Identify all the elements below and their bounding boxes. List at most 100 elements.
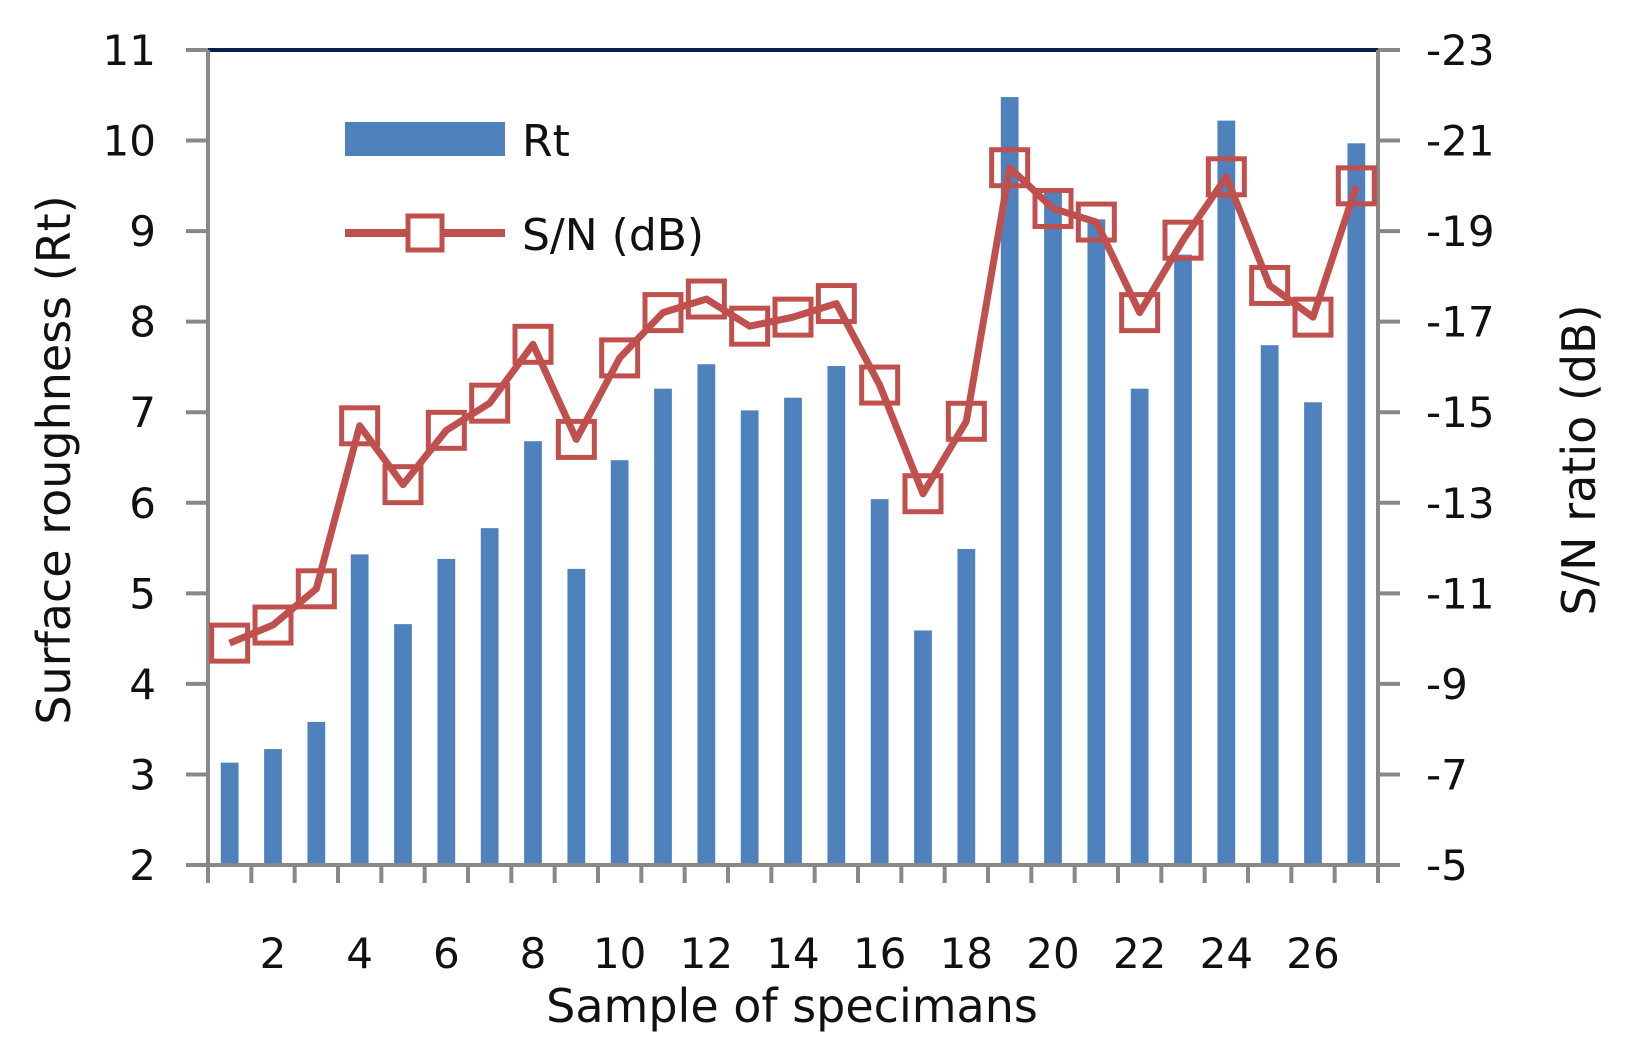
bar-rt-25 bbox=[1260, 345, 1279, 865]
bar-series-rt bbox=[220, 97, 1366, 866]
legend-label-rt: Rt bbox=[522, 116, 570, 167]
bar-rt-2 bbox=[264, 749, 282, 865]
sn-marker-4 bbox=[339, 405, 381, 447]
x-tick-label: 22 bbox=[1113, 929, 1166, 978]
bar-rt-8 bbox=[524, 441, 542, 865]
y2-axis-title: S/N ratio (dB) bbox=[1552, 304, 1606, 615]
x-tick-label: 4 bbox=[346, 929, 373, 978]
y-tick-label: 3 bbox=[129, 750, 156, 799]
bar-rt-20 bbox=[1044, 190, 1062, 866]
x-tick-label: 12 bbox=[680, 929, 733, 978]
y2-tick-label: -21 bbox=[1426, 117, 1495, 166]
sn-marker-3 bbox=[295, 568, 337, 610]
x-tick-label: 16 bbox=[853, 929, 906, 978]
bar-rt-19 bbox=[1000, 97, 1019, 866]
y-tick-label: 7 bbox=[129, 388, 156, 437]
y-axis-tick-labels: 2 3 4 5 6 7 8 9 10 11 bbox=[103, 26, 156, 890]
sn-marker-25 bbox=[1249, 264, 1291, 306]
sn-marker-26 bbox=[1292, 296, 1334, 338]
bar-rt-17 bbox=[914, 630, 932, 865]
bar-rt-16 bbox=[870, 499, 889, 865]
sn-marker-5 bbox=[382, 464, 424, 506]
line-series-sn bbox=[209, 147, 1377, 664]
sn-marker-10 bbox=[599, 337, 641, 379]
y-tick-label: 5 bbox=[129, 569, 156, 618]
sn-marker-22 bbox=[1119, 292, 1161, 334]
sn-marker-17 bbox=[902, 473, 944, 515]
bar-rt-18 bbox=[957, 548, 976, 865]
sn-marker-16 bbox=[859, 364, 901, 406]
y-tick-label: 2 bbox=[129, 841, 156, 890]
y2-tick-label: -5 bbox=[1426, 841, 1468, 890]
bar-rt-22 bbox=[1130, 388, 1149, 865]
axes bbox=[186, 48, 1400, 883]
bar-rt-7 bbox=[480, 528, 499, 865]
x-tick-label: 24 bbox=[1200, 929, 1253, 978]
y2-axis-tick-labels: -5 -7 -9 -11 -13 -15 -17 -19 -21 -23 bbox=[1426, 26, 1495, 890]
bar-rt-11 bbox=[654, 388, 672, 865]
bar-rt-10 bbox=[610, 460, 629, 865]
bar-rt-12 bbox=[697, 364, 716, 865]
bar-rt-3 bbox=[307, 721, 326, 865]
sn-marker-24 bbox=[1205, 156, 1247, 198]
x-axis-title: Sample of specimans bbox=[546, 979, 1038, 1033]
sn-marker-12 bbox=[685, 278, 727, 320]
bar-rt-1 bbox=[220, 762, 239, 865]
sn-marker-23 bbox=[1162, 219, 1204, 261]
bar-rt-9 bbox=[567, 568, 586, 865]
bar-rt-6 bbox=[437, 558, 456, 865]
sn-marker-7 bbox=[469, 382, 511, 424]
y2-tick-label: -13 bbox=[1426, 479, 1495, 528]
x-axis-tick-labels: 2 4 6 8 10 12 14 16 18 20 22 24 26 bbox=[260, 929, 1340, 978]
y-tick-label: 6 bbox=[129, 479, 156, 528]
sn-marker-18 bbox=[945, 400, 987, 442]
y-axis-title: Surface roughness (Rt) bbox=[27, 195, 81, 724]
y2-tick-label: -19 bbox=[1426, 207, 1495, 256]
x-tick-label: 26 bbox=[1286, 929, 1339, 978]
legend-label-sn: S/N (dB) bbox=[522, 210, 704, 261]
sn-marker-14 bbox=[772, 296, 814, 338]
bar-rt-23 bbox=[1174, 254, 1192, 866]
sn-marker-6 bbox=[425, 409, 467, 451]
sn-marker-9 bbox=[555, 418, 597, 460]
bar-rt-14 bbox=[784, 397, 802, 865]
bar-rt-21 bbox=[1087, 219, 1106, 866]
sn-marker-27 bbox=[1335, 165, 1377, 207]
y2-tick-label: -17 bbox=[1426, 298, 1495, 347]
sn-marker-2 bbox=[252, 604, 294, 646]
y2-tick-label: -7 bbox=[1426, 750, 1468, 799]
sn-marker-20 bbox=[1032, 187, 1074, 229]
sn-marker-11 bbox=[642, 292, 684, 334]
bar-rt-4 bbox=[350, 554, 369, 865]
x-tick-label: 10 bbox=[593, 929, 646, 978]
sn-marker-15 bbox=[815, 283, 857, 325]
sn-marker-8 bbox=[512, 323, 554, 365]
y2-tick-label: -23 bbox=[1426, 26, 1495, 75]
y-tick-label: 10 bbox=[103, 117, 156, 166]
bar-rt-26 bbox=[1304, 402, 1322, 865]
legend-swatch-rt bbox=[345, 122, 505, 156]
y-tick-label: 8 bbox=[129, 298, 156, 347]
legend-swatch-sn-marker bbox=[405, 213, 445, 253]
sn-marker-1 bbox=[209, 622, 251, 664]
x-tick-label: 14 bbox=[766, 929, 819, 978]
bar-rt-15 bbox=[827, 366, 846, 865]
y2-tick-label: -9 bbox=[1426, 660, 1468, 709]
y-tick-label: 9 bbox=[129, 207, 156, 256]
bar-rt-24 bbox=[1217, 120, 1236, 866]
x-tick-label: 8 bbox=[520, 929, 547, 978]
x-tick-label: 20 bbox=[1026, 929, 1079, 978]
bar-rt-5 bbox=[394, 624, 412, 865]
y2-tick-label: -11 bbox=[1426, 569, 1495, 618]
x-tick-label: 18 bbox=[940, 929, 993, 978]
y-tick-label: 4 bbox=[129, 660, 156, 709]
y2-tick-label: -15 bbox=[1426, 388, 1495, 437]
bar-rt-13 bbox=[740, 410, 759, 865]
sn-marker-21 bbox=[1075, 201, 1117, 243]
y-tick-label: 11 bbox=[103, 26, 156, 75]
sn-marker-13 bbox=[729, 305, 771, 347]
bar-rt-27 bbox=[1347, 143, 1366, 865]
sn-marker-19 bbox=[989, 147, 1031, 189]
x-tick-label: 2 bbox=[260, 929, 287, 978]
